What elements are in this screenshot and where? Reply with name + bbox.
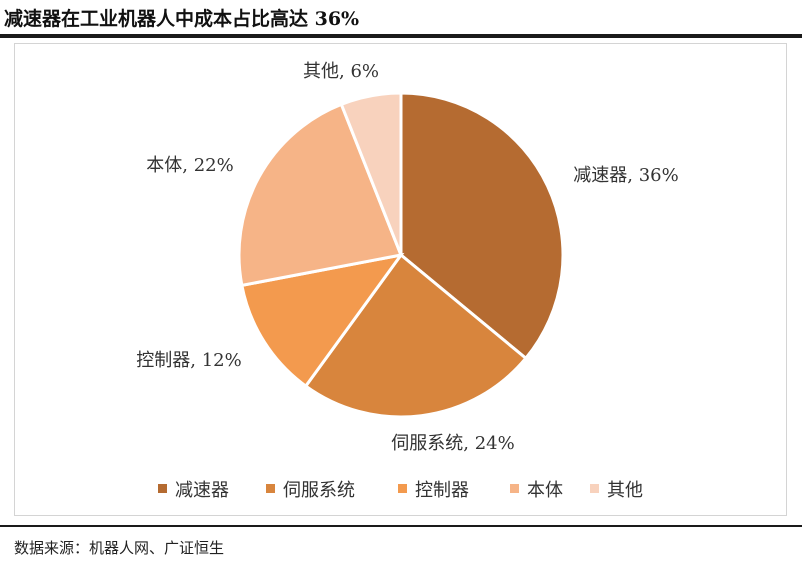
bottom-rule <box>0 525 802 527</box>
legend-item-3: 控制器 <box>398 480 469 501</box>
legend-item-4: 本体 <box>510 480 563 501</box>
pie-slice-1 <box>399 91 565 361</box>
legend-swatch-3 <box>398 484 407 493</box>
pie-slice-2 <box>303 252 528 419</box>
source-note: 数据来源：机器人网、广证恒生 <box>14 539 225 557</box>
slice-label-4: 本体, 22% <box>146 155 233 176</box>
chart-frame <box>14 43 787 516</box>
legend-swatch-2 <box>266 484 275 493</box>
legend-label-5: 其他 <box>607 480 643 501</box>
slice-label-3: 控制器, 12% <box>136 350 241 371</box>
pie-slices <box>237 91 565 419</box>
legend-label-1: 减速器 <box>175 480 229 501</box>
top-rule <box>0 34 802 38</box>
legend-swatch-5 <box>590 484 599 493</box>
legend-swatch-4 <box>510 484 519 493</box>
legend-label-4: 本体 <box>527 480 563 501</box>
chart-title: 减速器在工业机器人中成本占比高达 36% <box>4 8 360 30</box>
pie-slice-4 <box>237 102 404 288</box>
legend-swatch-1 <box>158 484 167 493</box>
legend-item-2: 伺服系统 <box>266 480 355 501</box>
slice-label-5: 其他, 6% <box>303 61 379 82</box>
legend-label-2: 伺服系统 <box>283 480 355 501</box>
pie-slice-5 <box>339 91 403 256</box>
pie-slice-3 <box>240 252 405 389</box>
legend-item-1: 减速器 <box>158 480 229 501</box>
legend-label-3: 控制器 <box>415 480 469 501</box>
legend-item-5: 其他 <box>590 480 643 501</box>
slice-label-2: 伺服系统, 24% <box>391 433 514 454</box>
legend: 减速器 伺服系统 控制器 本体 其他 <box>158 480 643 501</box>
slice-labels: 减速器, 36% 伺服系统, 24% 控制器, 12% 本体, 22% 其他, 6% <box>136 61 678 454</box>
slice-label-1: 减速器, 36% <box>573 165 678 186</box>
